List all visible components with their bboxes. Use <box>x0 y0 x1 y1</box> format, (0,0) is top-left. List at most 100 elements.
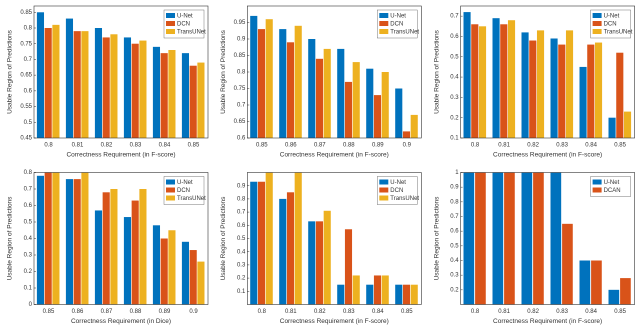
y-tick-label: 0.5 <box>24 220 33 226</box>
x-tick-label: 0.84 <box>585 143 597 149</box>
x-tick-label: 0.85 <box>256 143 268 149</box>
x-tick-label: 0.87 <box>314 143 326 149</box>
bar <box>366 284 374 305</box>
y-tick-label: 0.1 <box>237 289 246 295</box>
y-tick-label: 0.2 <box>237 276 246 282</box>
bar <box>160 238 168 305</box>
y-tick-label: 0.75 <box>20 41 32 47</box>
bar <box>536 30 545 138</box>
legend-label: TransUNet <box>390 29 419 35</box>
y-tick-label: 0.65 <box>20 73 32 79</box>
x-tick-label: 0.8 <box>471 143 480 149</box>
bar <box>265 172 273 305</box>
bar <box>265 19 273 139</box>
legend-label: TransUNet <box>177 196 206 202</box>
bar <box>44 28 52 138</box>
legend-swatch <box>166 195 175 201</box>
y-tick-label: 0.9 <box>237 183 246 189</box>
bar <box>294 25 302 138</box>
bar <box>94 210 103 305</box>
y-tick-label: 0.4 <box>24 236 33 242</box>
bar <box>197 261 205 305</box>
y-tick-label: 0.7 <box>450 214 459 220</box>
bar <box>579 66 587 138</box>
x-axis-label: Correctness Requirement (in F-score) <box>493 318 602 325</box>
bar <box>308 39 316 138</box>
bar <box>139 40 147 139</box>
bar <box>344 81 353 138</box>
bar <box>168 230 176 305</box>
x-tick-label: 0.85 <box>188 143 200 149</box>
x-tick-label: 0.86 <box>285 143 297 149</box>
bar <box>623 111 632 138</box>
axes-box <box>247 172 422 305</box>
bar <box>73 179 81 305</box>
y-tick-label: 0.5 <box>450 243 459 249</box>
bar <box>402 131 411 138</box>
bar <box>123 217 132 305</box>
x-tick-label: 0.83 <box>556 143 568 149</box>
bar <box>279 29 287 139</box>
bar <box>529 40 537 139</box>
legend-label: U-Net <box>390 180 406 186</box>
bar <box>197 62 205 139</box>
x-tick-label: 0.88 <box>343 143 355 149</box>
bar <box>250 181 258 305</box>
y-tick-label: 0.1 <box>24 286 33 292</box>
x-axis-label: Correctness Requirement (in F-score) <box>493 152 602 159</box>
bar <box>315 58 324 138</box>
bar <box>181 53 190 139</box>
y-tick-label: 0.6 <box>24 203 33 209</box>
x-tick-label: 0.83 <box>130 143 142 149</box>
x-tick-label: 0.87 <box>101 309 113 315</box>
x-tick-label: 0.82 <box>527 143 539 149</box>
bar <box>36 175 45 305</box>
bar <box>102 37 110 138</box>
bar <box>521 32 529 138</box>
x-tick-label: 0.8 <box>44 143 53 149</box>
legend-swatch <box>166 29 175 34</box>
x-tick-label: 0.9 <box>189 309 198 315</box>
y-tick-label: 0.2 <box>450 115 459 121</box>
bar <box>81 172 89 305</box>
y-tick-label: 0.5 <box>237 236 246 242</box>
legend-swatch <box>166 13 175 18</box>
bar <box>373 95 382 138</box>
bar <box>65 18 74 139</box>
x-tick-label: 0.81 <box>285 309 297 315</box>
x-tick-label: 0.82 <box>527 309 539 315</box>
bar <box>410 114 418 138</box>
legend-swatch <box>166 21 175 26</box>
x-tick-label: 0.84 <box>372 309 384 315</box>
legend-label: U-Net <box>177 180 193 186</box>
y-tick-label: 0 <box>29 302 33 308</box>
bar <box>257 29 266 139</box>
x-tick-label: 0.81 <box>72 143 84 149</box>
legend-swatch <box>592 29 602 34</box>
bar <box>81 31 89 139</box>
bar <box>181 241 190 305</box>
bar <box>102 192 110 305</box>
x-tick-label: 0.8 <box>471 309 480 315</box>
bar <box>620 278 631 305</box>
x-tick-label: 0.85 <box>614 309 626 315</box>
y-tick-label: 0.4 <box>450 75 459 81</box>
legend-swatch <box>592 21 602 26</box>
y-tick-label: 0.3 <box>450 273 459 279</box>
legend-swatch <box>166 179 175 185</box>
bar <box>189 250 197 305</box>
y-tick-label: 0.3 <box>237 262 246 268</box>
bar <box>558 44 566 139</box>
x-axis-label: Correctness Requirement (in F-score) <box>66 152 175 159</box>
bar <box>550 172 562 305</box>
legend-swatch <box>379 21 389 26</box>
y-tick-label: 0.8 <box>237 196 246 202</box>
y-tick-label: 0.2 <box>450 287 459 293</box>
y-tick-label: 0.85 <box>20 10 32 16</box>
bar <box>475 172 486 305</box>
bar <box>504 172 515 305</box>
legend-swatch <box>592 179 602 185</box>
bar <box>395 284 403 305</box>
bar <box>52 24 60 138</box>
